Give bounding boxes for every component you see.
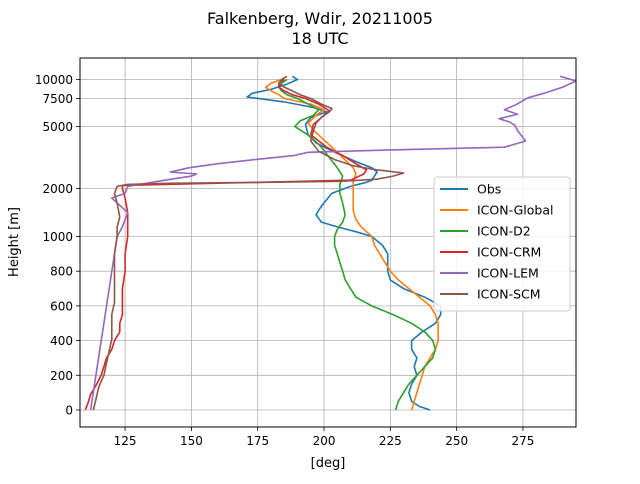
- y-tick-label: 800: [50, 265, 73, 279]
- x-tick-label: 150: [180, 434, 203, 448]
- x-axis-label: [deg]: [311, 456, 346, 471]
- series-line-icon-scm: [92, 75, 405, 411]
- y-tick-label: 7500: [42, 92, 73, 106]
- legend-label: ICON-SCM: [477, 287, 541, 302]
- legend-label: ICON-Global: [477, 203, 553, 218]
- y-tick-label: 10000: [35, 73, 73, 87]
- x-tick-label: 175: [246, 434, 269, 448]
- series-line-obs: [246, 75, 442, 411]
- x-tick-label: 275: [511, 434, 534, 448]
- y-tick-label: 2000: [42, 182, 73, 196]
- y-tick-label: 400: [50, 334, 73, 348]
- y-tick-label: 1000: [42, 230, 73, 244]
- plot-area-frame: [79, 57, 577, 428]
- x-tick-label: 125: [114, 434, 137, 448]
- legend-label: ICON-D2: [477, 224, 531, 239]
- series-line-icon-lem: [89, 75, 576, 411]
- y-tick-label: 600: [50, 299, 73, 313]
- y-tick-label: 5000: [42, 120, 73, 134]
- series-layer: [84, 75, 576, 411]
- legend-label: Obs: [477, 182, 501, 197]
- x-tick-label: 225: [379, 434, 402, 448]
- series-line-icon-d2: [278, 78, 437, 411]
- x-tick-label: 250: [445, 434, 468, 448]
- chart-subtitle: 18 UTC: [291, 29, 348, 48]
- legend-label: ICON-CRM: [477, 245, 541, 260]
- series-line-icon-global: [264, 75, 439, 411]
- legend: Obs ICON-Global ICON-D2 ICON-CRM ICON-LEM ICO…: [433, 176, 571, 312]
- chart-title: Falkenberg, Wdir, 20211005: [207, 9, 433, 28]
- tick-layer: 125 150 175 200 225 250 275 0 200 400 600 800 1000 20…: [35, 73, 535, 448]
- y-tick-label: 0: [65, 404, 73, 418]
- legend-label: ICON-LEM: [477, 266, 539, 281]
- x-tick-label: 200: [313, 434, 336, 448]
- y-axis-label: Height [m]: [7, 207, 22, 277]
- y-tick-label: 200: [50, 369, 73, 383]
